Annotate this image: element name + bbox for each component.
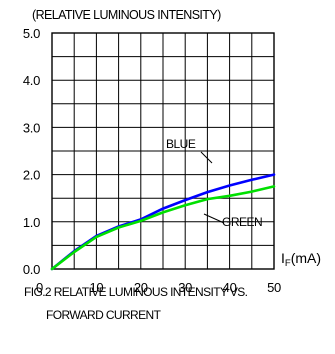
legend-leader-blue <box>200 151 213 164</box>
x-tick-labels: 0 10 20 30 40 50 <box>36 280 281 295</box>
y-tick-labels: 0.0 1.0 2.0 3.0 4.0 5.0 <box>23 26 41 277</box>
legend-label-green: GREEN <box>222 215 262 229</box>
x-tick-label-0: 0 <box>36 280 43 295</box>
y-tick-label-0: 0.0 <box>23 262 40 277</box>
x-tick-label-5: 50 <box>267 280 281 295</box>
x-tick-label-4: 40 <box>223 280 237 295</box>
series-line-green <box>50 185 276 271</box>
x-tick-label-1: 10 <box>89 280 103 295</box>
grid <box>52 32 275 269</box>
x-axis-label-main: I <box>281 250 285 266</box>
y-tick-label-5: 5.0 <box>23 26 40 41</box>
x-tick-label-2: 20 <box>134 280 148 295</box>
plot-frame <box>51 32 275 270</box>
legend-leader-green <box>203 213 225 224</box>
y-tick-label-2: 2.0 <box>23 168 40 183</box>
caption-line-1: FIG.2 RELATIVE LUMINOUS INTENSITY VS. <box>24 285 248 299</box>
caption-line-2: FORWARD CURRENT <box>46 308 162 322</box>
x-axis-label-unit: (mA) <box>291 250 321 266</box>
x-axis-label: IF(mA) <box>281 250 321 269</box>
legend-label-blue: BLUE <box>166 137 196 151</box>
series-lines <box>50 173 276 271</box>
x-axis-label-sub: F <box>285 258 291 269</box>
y-tick-label-3: 3.0 <box>23 120 40 135</box>
y-tick-label-1: 1.0 <box>23 215 40 230</box>
y-tick-label-4: 4.0 <box>23 73 40 88</box>
x-tick-label-3: 30 <box>178 280 192 295</box>
chart-title: (RELATIVE LUMINOUS INTENSITY) <box>32 8 221 22</box>
